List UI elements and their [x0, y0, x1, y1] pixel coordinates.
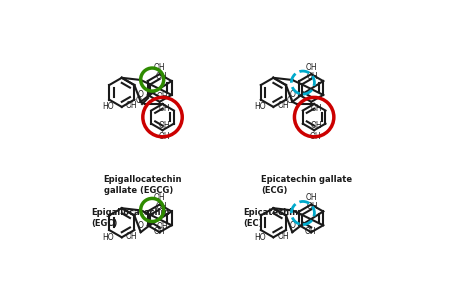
Text: Epicatechin
(EC): Epicatechin (EC) — [243, 208, 298, 228]
Text: OH: OH — [126, 232, 137, 241]
Text: O: O — [137, 221, 144, 230]
Text: OH: OH — [305, 227, 317, 236]
Text: O: O — [287, 96, 293, 106]
Text: OH: OH — [158, 132, 170, 141]
Text: OH: OH — [310, 104, 322, 113]
Text: Epicatechin gallate
(ECG): Epicatechin gallate (ECG) — [261, 175, 352, 195]
Text: O: O — [137, 91, 144, 99]
Text: OH: OH — [307, 72, 319, 81]
Text: HO: HO — [102, 233, 114, 242]
Text: OH: OH — [305, 193, 317, 202]
Text: OH: OH — [153, 227, 165, 236]
Text: OH: OH — [156, 222, 168, 231]
Text: O: O — [289, 221, 295, 230]
Text: OH: OH — [307, 202, 319, 211]
Text: OH: OH — [126, 101, 137, 110]
Text: OH: OH — [155, 202, 167, 211]
Text: OH: OH — [154, 63, 165, 72]
Text: OH: OH — [159, 121, 170, 130]
Text: OH: OH — [277, 232, 289, 241]
Text: Epigallocatechin
gallate (EGCG): Epigallocatechin gallate (EGCG) — [104, 175, 182, 195]
Text: OH: OH — [305, 63, 317, 72]
Text: O: O — [289, 91, 295, 99]
Text: Epigallocatechin
(EGC): Epigallocatechin (EGC) — [91, 208, 170, 228]
Text: OH: OH — [154, 193, 165, 202]
Text: OH: OH — [156, 92, 168, 101]
Text: OH: OH — [159, 104, 170, 113]
Text: OH: OH — [310, 132, 321, 141]
Text: HO: HO — [102, 103, 114, 111]
Text: OH: OH — [310, 121, 322, 130]
Text: OH: OH — [155, 72, 167, 81]
Text: HO: HO — [254, 103, 266, 111]
Text: HO: HO — [254, 233, 266, 242]
Text: OH: OH — [277, 101, 289, 110]
Text: O: O — [136, 96, 141, 106]
